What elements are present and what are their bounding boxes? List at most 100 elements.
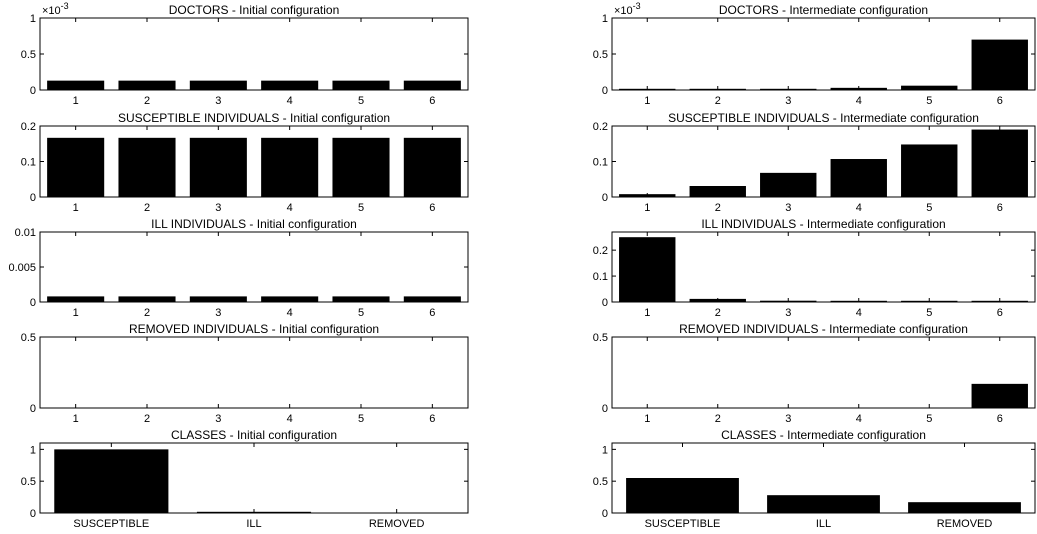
- bar-2: [689, 186, 746, 197]
- panel-8: 1 2 3 4 5 6 0 0.5 REMOVED INDIVIDUALS - Intermed…: [593, 322, 1036, 425]
- chart-title: DOCTORS - Initial configuration: [169, 3, 340, 17]
- bar-3: [760, 172, 817, 197]
- x-tick-label: 4: [287, 307, 293, 319]
- x-tick-label: 5: [358, 95, 364, 107]
- x-tick-label: 1: [73, 95, 79, 107]
- chart-title: SUSCEPTIBLE INDIVIDUALS - Intermediate c…: [668, 111, 979, 125]
- bar-6: [403, 137, 461, 197]
- x-tick-label: 5: [926, 413, 932, 425]
- y-tick-label: 0.1: [21, 157, 36, 169]
- x-tick-label: 2: [144, 413, 150, 425]
- chart-title: ILL INDIVIDUALS - Intermediate configura…: [701, 217, 945, 231]
- x-tick-label: 4: [856, 202, 862, 214]
- x-tick-label: 6: [997, 202, 1003, 214]
- y-tick-label: 0.5: [21, 332, 36, 344]
- x-tick-label: 1: [73, 307, 79, 319]
- panel-5: 1 2 3 4 5 6 0 0.005 0.01 ILL INDIVIDUALS - Initia…: [8, 217, 469, 319]
- x-tick-label: 4: [856, 413, 862, 425]
- bar-1: [47, 137, 105, 197]
- x-tick-label: 5: [358, 202, 364, 214]
- y-tick-label: 0: [30, 192, 36, 204]
- y-tick-label: 0.5: [21, 49, 36, 61]
- y-tick-label: 0.5: [593, 476, 608, 488]
- y-tick-label: 0.5: [593, 332, 608, 344]
- exponent-base: ×10: [614, 5, 633, 17]
- x-tick-label: 1: [644, 307, 650, 319]
- x-tick-label: 4: [856, 307, 862, 319]
- x-tick-label: 6: [429, 95, 435, 107]
- panel-2: 1 2 3 4 5 6 0 0.5 1 ×10-3 DOCTORS - Intermediate c…: [593, 1, 1036, 107]
- y-exponent-label: ×10-3: [42, 1, 69, 17]
- x-tick-label: 6: [429, 307, 435, 319]
- y-tick-label: 0: [30, 297, 36, 309]
- x-tick-label: 3: [785, 202, 791, 214]
- x-tick-label: 2: [144, 307, 150, 319]
- axes-box: [39, 17, 469, 91]
- y-tick-label: 1: [602, 444, 608, 456]
- x-tick-label: 2: [715, 202, 721, 214]
- y-tick-label: 0: [602, 297, 608, 309]
- bar-1: [626, 478, 739, 513]
- y-tick-label: 0.2: [593, 121, 608, 133]
- x-tick-label: SUSCEPTIBLE: [73, 518, 149, 530]
- axes-box: [611, 336, 1036, 409]
- y-tick-label: 1: [602, 13, 608, 25]
- bar-3: [189, 80, 247, 90]
- x-tick-label: 3: [215, 95, 221, 107]
- y-tick-label: 0: [602, 403, 608, 415]
- x-tick-label: 6: [429, 413, 435, 425]
- bar-3: [189, 137, 247, 197]
- axes-box: [39, 231, 469, 303]
- bar-4: [261, 137, 319, 197]
- x-tick-label: 3: [785, 95, 791, 107]
- x-tick-label: 5: [358, 413, 364, 425]
- exponent-base: ×10: [42, 5, 61, 17]
- y-tick-label: 0: [602, 508, 608, 520]
- x-tick-label: REMOVED: [937, 518, 993, 530]
- x-tick-label: 6: [429, 202, 435, 214]
- y-exponent-label: ×10-3: [614, 1, 641, 17]
- x-tick-label: 1: [644, 95, 650, 107]
- chart-title: CLASSES - Intermediate configuration: [721, 428, 926, 442]
- chart-title: SUSCEPTIBLE INDIVIDUALS - Initial config…: [118, 111, 390, 125]
- panel-7: 1 2 3 4 5 6 0 0.5 REMOVED INDIVIDUALS - Initial …: [21, 322, 469, 425]
- panel-9: SUSCEPTIBLE ILL REMOVED 0 0.5 1 CLASSES - Init…: [21, 428, 469, 530]
- x-tick-label: 4: [287, 202, 293, 214]
- x-tick-label: 4: [287, 95, 293, 107]
- x-tick-label: 6: [997, 413, 1003, 425]
- y-tick-label: 0: [30, 403, 36, 415]
- y-tick-label: 0.5: [21, 476, 36, 488]
- bar-2: [767, 495, 880, 513]
- bar-5: [332, 137, 390, 197]
- y-tick-label: 0.1: [593, 157, 608, 169]
- panel-10: SUSCEPTIBLE ILL REMOVED 0 0.5 1 CLASSES - Inte…: [593, 428, 1036, 530]
- x-tick-label: 2: [715, 95, 721, 107]
- x-tick-label: 2: [144, 95, 150, 107]
- y-tick-label: 0: [602, 192, 608, 204]
- x-tick-label: 2: [715, 413, 721, 425]
- x-tick-label: 3: [215, 307, 221, 319]
- y-tick-label: 0.5: [593, 49, 608, 61]
- x-tick-label: SUSCEPTIBLE: [645, 518, 721, 530]
- y-tick-label: 0: [30, 508, 36, 520]
- x-tick-label: 5: [926, 307, 932, 319]
- x-tick-label: 5: [926, 95, 932, 107]
- x-tick-label: 6: [997, 307, 1003, 319]
- y-tick-label: 0.2: [21, 121, 36, 133]
- x-tick-label: 2: [715, 307, 721, 319]
- x-tick-label: 3: [215, 202, 221, 214]
- chart-title: ILL INDIVIDUALS - Initial configuration: [151, 217, 357, 231]
- bar-4: [261, 80, 319, 90]
- x-tick-label: 5: [358, 307, 364, 319]
- chart-title: CLASSES - Initial configuration: [171, 428, 337, 442]
- axes-box: [39, 336, 469, 409]
- y-tick-label: 1: [30, 444, 36, 456]
- x-tick-label: ILL: [816, 518, 831, 530]
- y-tick-label: 0.1: [593, 271, 608, 283]
- bar-6: [971, 129, 1028, 197]
- bar-5: [901, 144, 958, 197]
- x-tick-label: 4: [287, 413, 293, 425]
- y-tick-label: 0: [30, 85, 36, 97]
- y-tick-label: 1: [30, 13, 36, 25]
